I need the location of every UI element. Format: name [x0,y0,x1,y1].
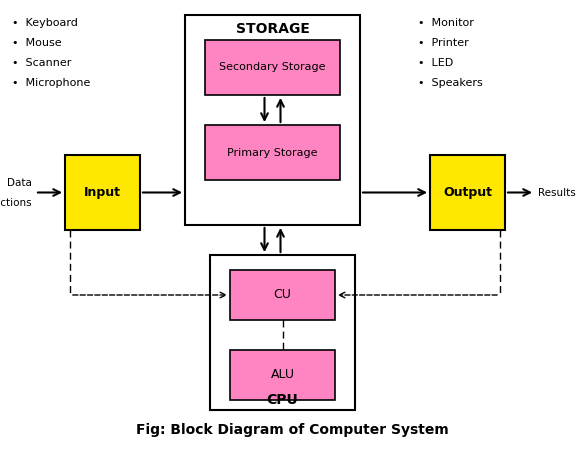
Text: •  Mouse: • Mouse [12,38,61,48]
Text: ALU: ALU [270,369,294,382]
Text: Primary Storage: Primary Storage [227,148,318,158]
Text: •  Keyboard: • Keyboard [12,18,78,28]
Text: Fig: Block Diagram of Computer System: Fig: Block Diagram of Computer System [136,423,449,437]
Text: •  LED: • LED [418,58,453,68]
Text: Secondary Storage: Secondary Storage [219,62,326,72]
Text: CPU: CPU [267,393,298,407]
Bar [230,350,335,400]
Text: Instructions: Instructions [0,198,32,207]
Bar [230,270,335,320]
Text: •  Printer: • Printer [418,38,469,48]
Bar [430,155,505,230]
Text: •  Monitor: • Monitor [418,18,474,28]
Text: •  Speakers: • Speakers [418,78,483,88]
Bar [205,40,340,95]
Text: CU: CU [274,289,291,301]
Bar [210,255,355,410]
Bar [205,125,340,180]
Bar [185,15,360,225]
Text: Data: Data [7,177,32,188]
Text: Input: Input [84,186,121,199]
Text: Output: Output [443,186,492,199]
Text: STORAGE: STORAGE [236,22,309,36]
Bar [65,155,140,230]
Text: •  Scanner: • Scanner [12,58,71,68]
Text: Results: Results [538,188,576,198]
Text: •  Microphone: • Microphone [12,78,90,88]
